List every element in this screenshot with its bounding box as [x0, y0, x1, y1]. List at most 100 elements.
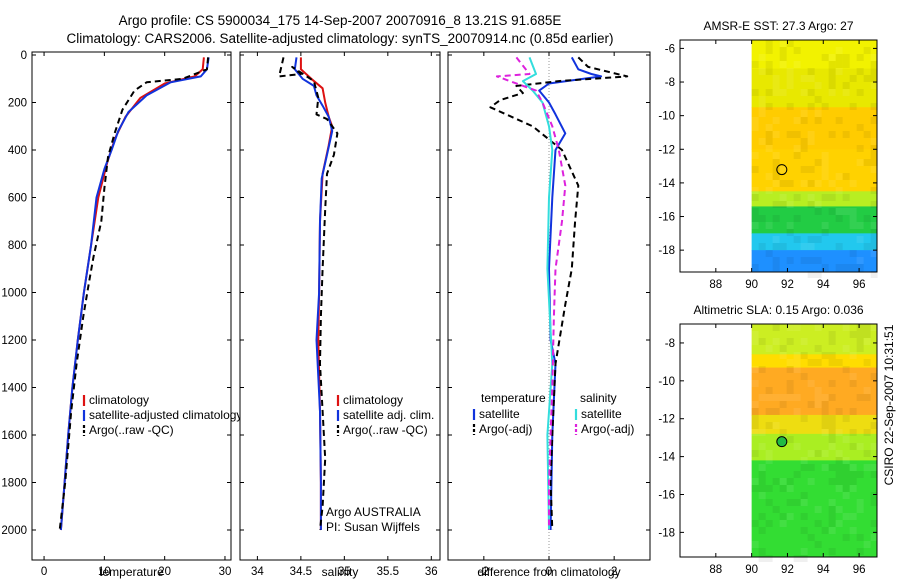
map-texture-cell — [772, 117, 780, 124]
map-texture-cell — [758, 366, 766, 373]
map-texture-cell — [835, 464, 843, 471]
x-tick-label: 0 — [41, 566, 47, 578]
map-texture-cell — [842, 457, 850, 464]
map-texture-cell — [807, 359, 815, 366]
map-texture-cell — [835, 478, 843, 485]
map-texture-cell — [793, 236, 801, 243]
map-texture-cell — [849, 429, 857, 436]
map-texture-cell — [814, 345, 822, 352]
map-texture-cell — [779, 194, 787, 201]
map-texture-cell — [849, 208, 857, 215]
map-texture-cell — [821, 54, 829, 61]
map-texture-cell — [856, 236, 864, 243]
map-texture-cell — [751, 429, 759, 436]
x-tick-label: 92 — [781, 279, 794, 291]
map-texture-cell — [751, 166, 759, 173]
map-color-band — [751, 324, 877, 355]
map-texture-cell — [849, 408, 857, 415]
map-texture-cell — [786, 229, 794, 236]
map-texture-cell — [786, 75, 794, 82]
map-texture-cell — [842, 471, 850, 478]
map-texture-cell — [779, 47, 787, 54]
map-texture-cell — [779, 401, 787, 408]
map-texture-cell — [758, 110, 766, 117]
map-texture-cell — [779, 243, 787, 250]
map-texture-cell — [765, 555, 773, 562]
map-texture-cell — [821, 229, 829, 236]
map-texture-cell — [765, 68, 773, 75]
map-texture-cell — [842, 366, 850, 373]
map-texture-cell — [793, 145, 801, 152]
map-texture-cell — [793, 359, 801, 366]
map-texture-cell — [828, 271, 836, 278]
x-tick-label: -2 — [479, 566, 489, 578]
map-texture-cell — [821, 429, 829, 436]
map-color-band — [751, 414, 877, 435]
map-texture-cell — [828, 436, 836, 443]
map-texture-cell — [835, 54, 843, 61]
map-texture-cell — [842, 485, 850, 492]
legend-title: temperature — [481, 391, 546, 405]
map-texture-cell — [835, 520, 843, 527]
map-texture-cell — [779, 513, 787, 520]
map-texture-cell — [751, 541, 759, 548]
map-texture-cell — [772, 243, 780, 250]
map-texture-cell — [751, 485, 759, 492]
map-texture-cell — [800, 527, 808, 534]
map-texture-cell — [800, 499, 808, 506]
map-texture-cell — [814, 506, 822, 513]
map-texture-cell — [772, 338, 780, 345]
x-tick-label: 34 — [251, 566, 264, 578]
map-texture-cell — [821, 152, 829, 159]
x-tick-label: 88 — [709, 279, 722, 291]
y-tick-label: 200 — [8, 98, 27, 110]
map-texture-cell — [772, 264, 780, 271]
map-texture-cell — [779, 89, 787, 96]
map-texture-cell — [807, 236, 815, 243]
map-texture-cell — [870, 152, 878, 159]
map-texture-cell — [800, 75, 808, 82]
map-texture-cell — [807, 243, 815, 250]
map-texture-cell — [786, 338, 794, 345]
map-texture-cell — [765, 345, 773, 352]
map-texture-cell — [786, 359, 794, 366]
map-texture-cell — [758, 548, 766, 555]
map-texture-cell — [751, 338, 759, 345]
map-texture-cell — [772, 236, 780, 243]
map-texture-cell — [786, 485, 794, 492]
map-texture-cell — [814, 236, 822, 243]
x-tick-label: 35.5 — [377, 566, 399, 578]
map-texture-cell — [856, 548, 864, 555]
map-texture-cell — [765, 450, 773, 457]
x-tick-label: 96 — [853, 564, 866, 576]
map-axes-box — [679, 39, 878, 273]
map-texture-cell — [849, 222, 857, 229]
map-texture-cell — [835, 47, 843, 54]
map-texture-cell — [835, 359, 843, 366]
map-texture-cell — [751, 422, 759, 429]
map-texture-cell — [807, 380, 815, 387]
map-texture-cell — [751, 408, 759, 415]
x-tick-label: 10 — [98, 566, 111, 578]
map-texture-cell — [842, 194, 850, 201]
map-texture-cell — [758, 96, 766, 103]
legend-entry: Argo(..raw -QC) — [343, 423, 428, 437]
map-texture-cell — [800, 257, 808, 264]
map-texture-cell — [751, 450, 759, 457]
map-texture-cell — [786, 387, 794, 394]
map-texture-cell — [807, 180, 815, 187]
map-texture-cell — [856, 54, 864, 61]
map-texture-cell — [842, 131, 850, 138]
map-color-band — [751, 233, 877, 251]
map-texture-cell — [828, 506, 836, 513]
map-texture-cell — [786, 499, 794, 506]
x-tick-label: 92 — [781, 564, 794, 576]
map-texture-cell — [814, 110, 822, 117]
map-color-band — [751, 354, 877, 369]
annotation-line: Argo AUSTRALIA — [326, 505, 421, 519]
map-texture-cell — [779, 54, 787, 61]
map-texture-cell — [870, 464, 878, 471]
map-texture-cell — [870, 471, 878, 478]
map-texture-cell — [751, 331, 759, 338]
